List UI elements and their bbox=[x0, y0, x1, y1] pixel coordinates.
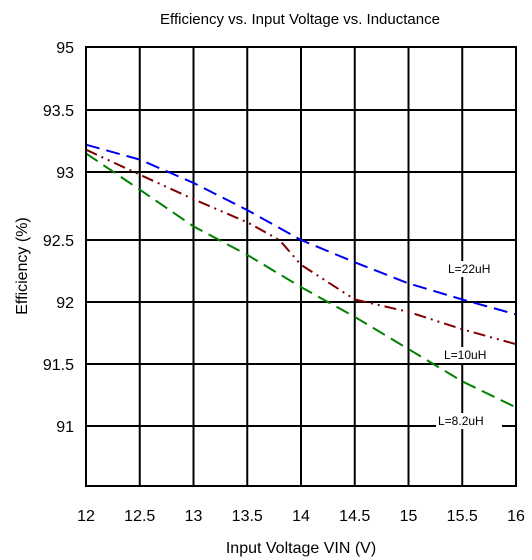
plot-frame bbox=[85, 46, 517, 487]
y-tick-label: 95 bbox=[56, 40, 74, 57]
x-tick-label: 14 bbox=[292, 508, 310, 525]
series-label-background bbox=[446, 261, 512, 277]
y-tick-label: 93.5 bbox=[43, 103, 74, 120]
y-tick-label: 92.5 bbox=[43, 233, 74, 250]
series-label: L=10uH bbox=[444, 348, 486, 362]
x-tick-label: 15 bbox=[400, 508, 418, 525]
series-line bbox=[85, 152, 517, 409]
x-tick-label: 12.5 bbox=[124, 508, 155, 525]
y-axis-label: Efficiency (%) bbox=[14, 217, 31, 315]
x-tick-label: 12 bbox=[77, 508, 95, 525]
y-tick-label: 91.5 bbox=[43, 357, 74, 374]
x-tick-label: 14.5 bbox=[339, 508, 370, 525]
series-line bbox=[85, 143, 517, 316]
x-tick-label: 13 bbox=[185, 508, 203, 525]
series-label-background bbox=[436, 413, 502, 429]
series-lines bbox=[85, 143, 517, 409]
y-tick-label: 91 bbox=[56, 419, 74, 436]
x-tick-label: 15.5 bbox=[447, 508, 478, 525]
series-label: L=8.2uH bbox=[438, 414, 484, 428]
tick-labels: 12 12.5 13 13.5 14 14.5 15 15.5 16 95 93.5 93 92.5 92… bbox=[43, 40, 525, 525]
series-labels: L=22uH L=10uH L=8.2uH bbox=[436, 261, 512, 429]
x-axis-label: Input Voltage VIN (V) bbox=[226, 540, 376, 557]
x-tick-label: 16 bbox=[507, 508, 525, 525]
series-label: L=22uH bbox=[448, 262, 490, 276]
y-tick-label: 92 bbox=[56, 295, 74, 312]
chart-title: Efficiency vs. Input Voltage vs. Inducta… bbox=[160, 11, 440, 28]
y-tick-label: 93 bbox=[56, 165, 74, 182]
x-tick-label: 13.5 bbox=[232, 508, 263, 525]
series-label-background bbox=[442, 347, 508, 363]
